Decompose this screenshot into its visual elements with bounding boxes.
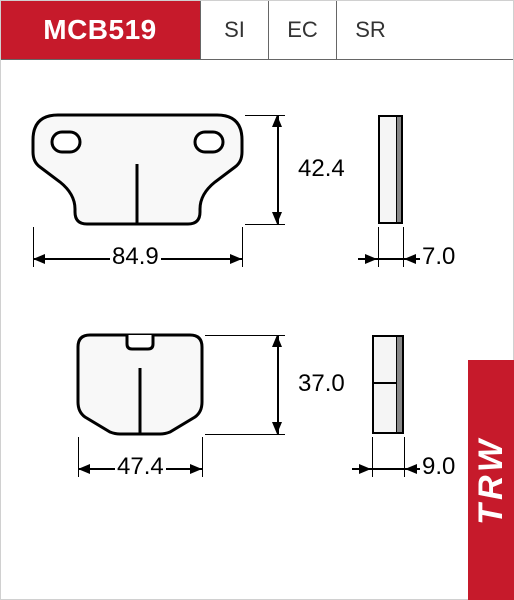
pad-top-backplate (397, 115, 403, 224)
arrow-icon (272, 335, 282, 347)
dim-line (277, 115, 279, 224)
arrow-icon (365, 254, 377, 264)
pad-bottom-side (372, 335, 398, 434)
pad-top-face (30, 112, 245, 227)
dim-bottom-width: 47.4 (115, 453, 166, 481)
pad-bottom-backplate (397, 335, 404, 434)
ext-line (205, 434, 285, 435)
brand-logo-text: TRW (472, 436, 511, 525)
groove-line (374, 382, 396, 384)
dim-top-width: 84.9 (110, 243, 161, 271)
arrow-icon (272, 115, 282, 127)
arrow-icon (33, 254, 45, 264)
pad-top-side (378, 115, 398, 224)
pad-bottom-face (75, 332, 205, 437)
dim-top-thickness: 7.0 (420, 243, 457, 271)
ext-line (202, 437, 203, 477)
arrow-icon (272, 212, 282, 224)
arrow-icon (272, 422, 282, 434)
ext-line (378, 227, 379, 267)
ext-line (245, 224, 285, 225)
ext-line (242, 227, 243, 267)
ext-line (372, 437, 373, 477)
dim-line (277, 335, 279, 434)
dim-bottom-height: 37.0 (296, 370, 347, 398)
arrow-icon (404, 254, 416, 264)
brand-logo: TRW (468, 360, 514, 600)
arrow-icon (359, 464, 371, 474)
dim-top-height: 42.4 (296, 155, 347, 183)
drawing-canvas: 42.4 84.9 7.0 37.0 47.4 (0, 60, 514, 600)
arrow-icon (405, 464, 417, 474)
arrow-icon (230, 254, 242, 264)
arrow-icon (78, 464, 90, 474)
dim-bottom-thickness: 9.0 (420, 453, 457, 481)
arrow-icon (190, 464, 202, 474)
